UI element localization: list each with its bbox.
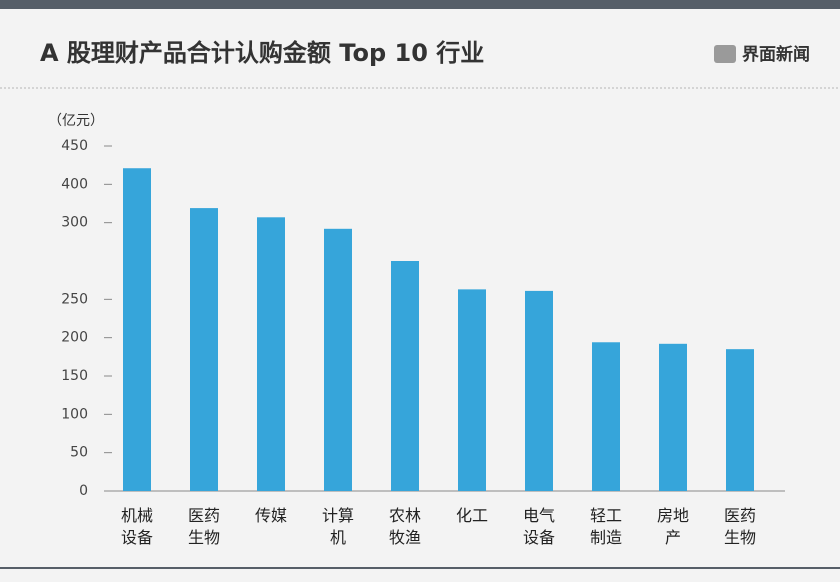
brand-icon xyxy=(714,45,736,63)
x-tick-label: 传媒 xyxy=(255,506,287,525)
y-tick-label: 0 xyxy=(79,483,88,499)
bar xyxy=(190,208,218,491)
bar xyxy=(659,343,687,491)
x-tick-label: 电气设备 xyxy=(523,506,555,547)
bar xyxy=(391,261,419,491)
y-tick-label: 50 xyxy=(70,445,88,461)
brand: 界面新闻 xyxy=(742,44,810,65)
x-tick-label: 化工 xyxy=(456,506,488,525)
unit-label: （亿元） xyxy=(48,113,104,129)
bar xyxy=(458,289,486,491)
y-tick-label: 200 xyxy=(61,330,88,346)
y-tick-label: 100 xyxy=(61,406,88,422)
top-bar xyxy=(0,0,840,9)
x-tick-label: 计算机 xyxy=(322,506,354,547)
x-tick-label: 医药生物 xyxy=(188,506,220,547)
x-tick-label: 医药生物 xyxy=(724,506,756,547)
y-tick-label: 250 xyxy=(61,291,88,307)
x-tick-label: 轻工制造 xyxy=(590,506,622,547)
chart-title: A 股理财产品合计认购金额 Top 10 行业 xyxy=(40,39,484,67)
x-tick-label: 农林牧渔 xyxy=(389,506,421,547)
y-tick-label: 300 xyxy=(61,215,88,231)
y-tick-label: 400 xyxy=(61,176,88,192)
bar xyxy=(257,217,285,492)
bar xyxy=(726,349,754,491)
x-tick-label: 机械设备 xyxy=(121,506,153,547)
bar xyxy=(324,228,352,492)
bar xyxy=(123,168,151,491)
bar xyxy=(592,342,620,491)
bar xyxy=(525,290,553,491)
x-tick-label: 房地产 xyxy=(657,506,689,547)
y-tick-label: 150 xyxy=(61,368,88,384)
y-tick-label: 450 xyxy=(61,138,88,154)
